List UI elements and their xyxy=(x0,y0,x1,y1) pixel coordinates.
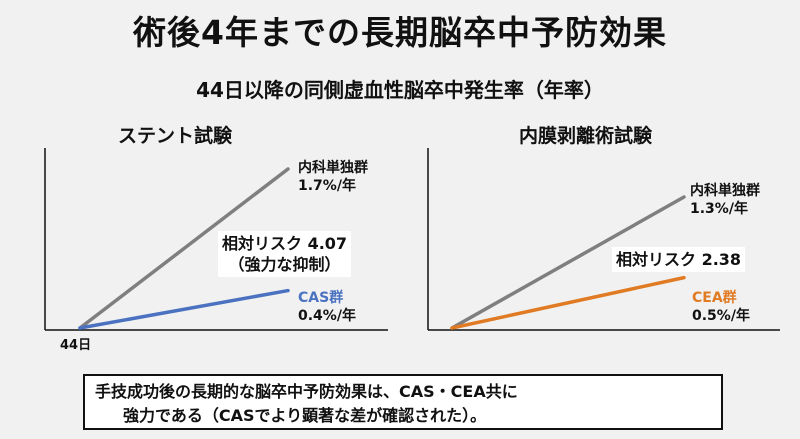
left-relative-risk-box: 相対リスク 4.07 （強力な抑制） xyxy=(218,231,352,277)
left-series-control-line xyxy=(78,167,290,330)
left-chart-title: ステント試験 xyxy=(118,125,233,147)
left-series-cas-line xyxy=(78,288,290,330)
right-series-cea-line xyxy=(450,275,686,330)
right-relative-risk: 相対リスク 2.38 xyxy=(616,250,742,269)
right-cea-value: 0.5%/年 xyxy=(692,308,750,324)
page-title: 術後4年までの長期脳卒中予防効果 xyxy=(133,13,667,52)
left-cas-name: CAS群 xyxy=(298,290,344,306)
right-cea-name: CEA群 xyxy=(692,290,737,306)
page-subtitle: 44日以降の同側虚血性脳卒中発生率（年率） xyxy=(196,78,604,102)
right-control-label: 内科単独群 1.3%/年 xyxy=(690,182,760,218)
left-cas-value: 0.4%/年 xyxy=(298,308,356,324)
right-control-name: 内科単独群 xyxy=(690,183,760,199)
right-control-value: 1.3%/年 xyxy=(690,201,748,217)
left-control-name: 内科単独群 xyxy=(298,160,368,176)
left-control-value: 1.7%/年 xyxy=(298,178,356,194)
conclusion-line-1: 手技成功後の長期的な脳卒中予防効果は、CAS・CEA共に xyxy=(95,382,518,401)
left-relative-risk: 相対リスク 4.07 xyxy=(222,234,348,253)
right-series-control-line xyxy=(450,195,686,330)
right-relative-risk-box: 相対リスク 2.38 xyxy=(612,247,746,272)
left-cas-label: CAS群 0.4%/年 xyxy=(298,289,356,325)
right-cea-label: CEA群 0.5%/年 xyxy=(692,289,750,325)
conclusion-box: 手技成功後の長期的な脳卒中予防効果は、CAS・CEA共に 強力である（CASでよ… xyxy=(83,374,723,430)
left-control-label: 内科単独群 1.7%/年 xyxy=(298,159,368,195)
left-relative-risk-note: （強力な抑制） xyxy=(228,255,341,274)
conclusion-line-2: 強力である（CASでより顕著な差が確認された）。 xyxy=(123,406,487,425)
right-chart-title: 内膜剥離術試験 xyxy=(519,125,653,147)
left-x-tick-label: 44日 xyxy=(60,338,92,353)
